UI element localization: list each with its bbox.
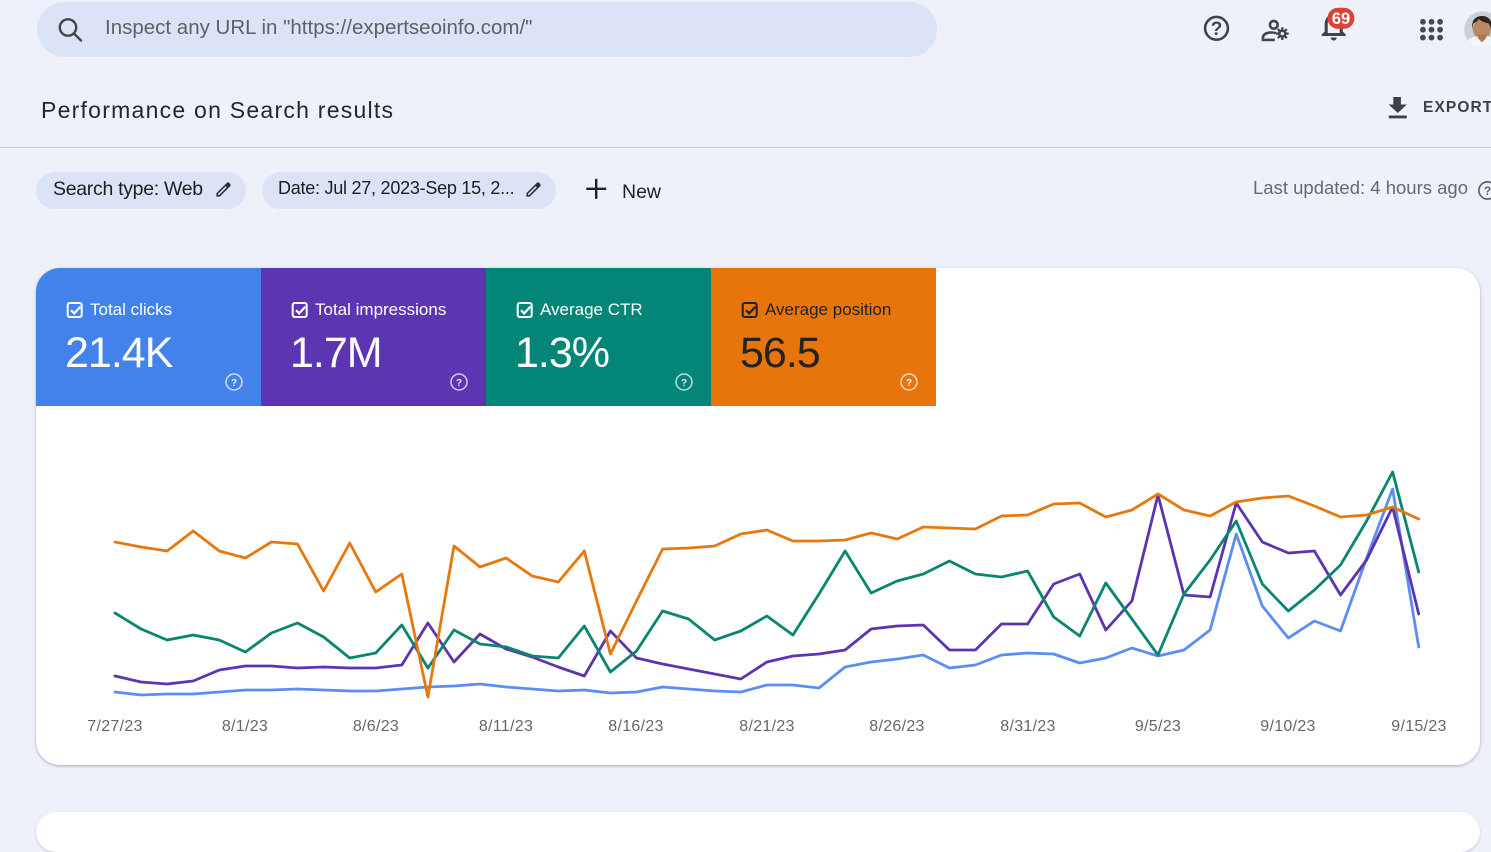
svg-text:?: ? [1211, 19, 1223, 40]
svg-text:?: ? [1484, 184, 1491, 198]
svg-text:69: 69 [1332, 10, 1350, 28]
